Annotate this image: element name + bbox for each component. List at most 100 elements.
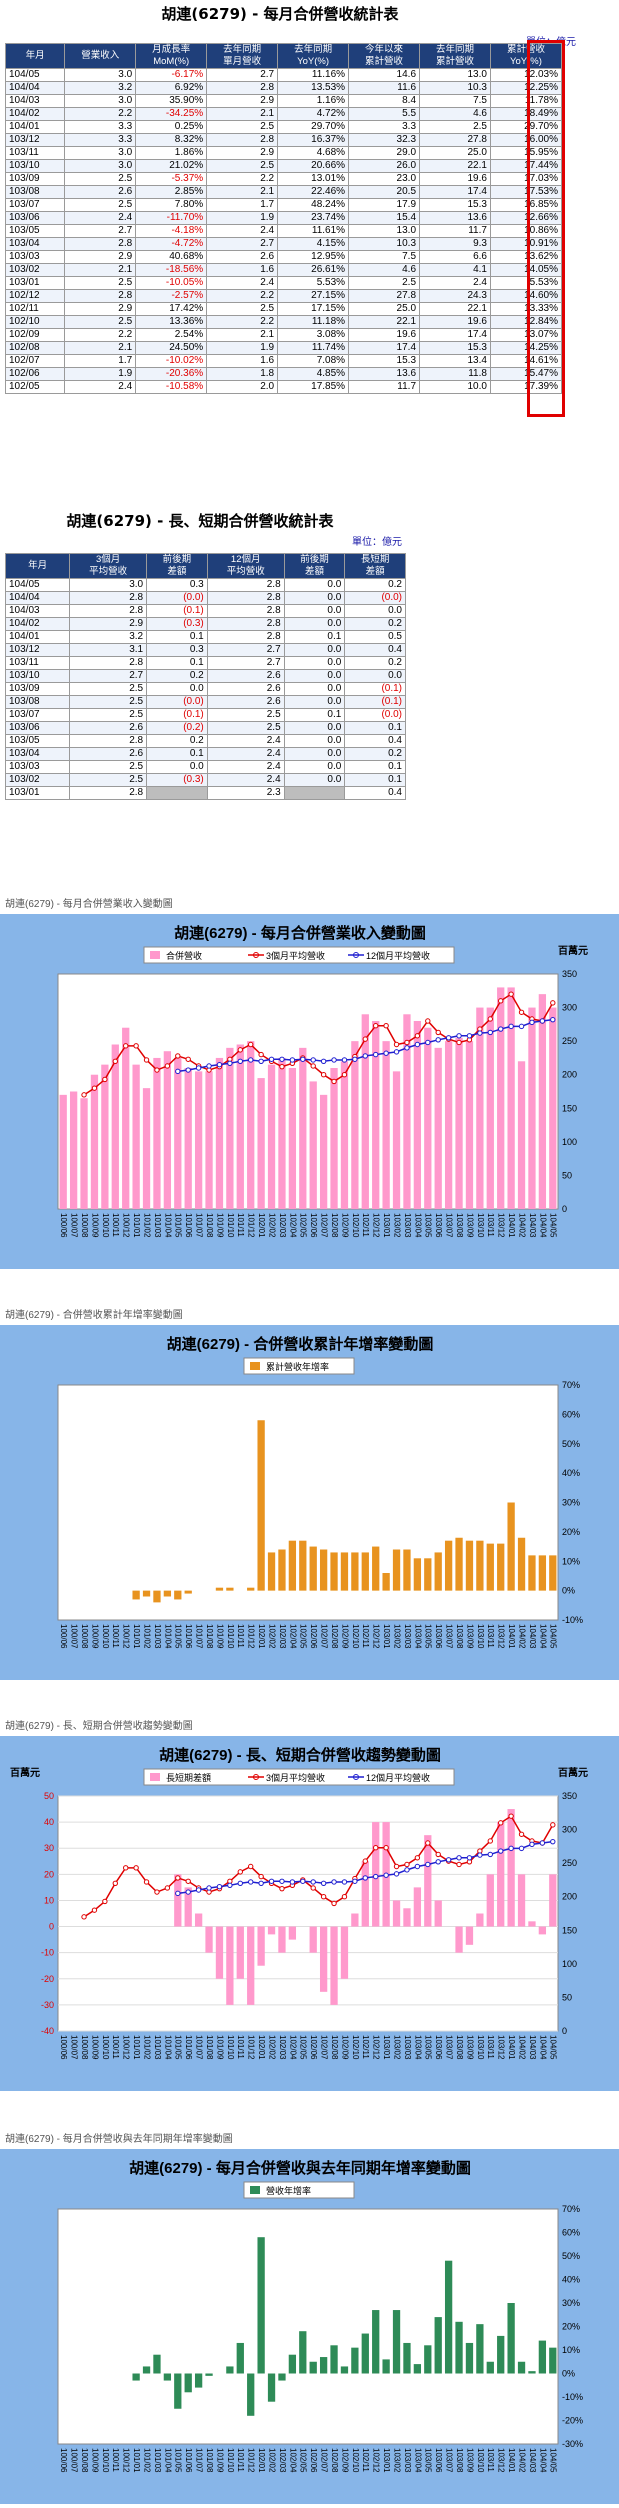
x-tick-label: 102/11 xyxy=(361,2448,370,2472)
legend-label: 累計營收年增率 xyxy=(266,1361,329,1372)
cum-yoy-bar xyxy=(424,1558,432,1591)
yoy-bar xyxy=(132,2373,140,2381)
legend-box xyxy=(143,1768,455,1786)
avg3-line-point xyxy=(91,1085,98,1091)
table-cell: 0.3 xyxy=(146,643,208,657)
x-tick-label: 101/10 xyxy=(226,2035,235,2060)
cum-yoy-bar xyxy=(351,1552,359,1591)
avg12-line-point xyxy=(300,1878,306,1884)
avg3-line-point xyxy=(81,1914,87,1920)
avg3-line-point xyxy=(425,1018,431,1024)
table-cell: 0.2 xyxy=(146,734,208,748)
avg12-line-point xyxy=(508,1845,514,1852)
avg3-line-point xyxy=(185,1878,191,1884)
x-tick-label: 101/04 xyxy=(163,1624,172,1649)
table-cell: 5.5 xyxy=(348,107,421,121)
table-cell: 0.0 xyxy=(283,734,346,748)
avg3-line-point xyxy=(237,1047,243,1053)
cum-yoy-bar xyxy=(413,1558,422,1591)
table-cell: 2.8 xyxy=(206,617,285,631)
table-cell: 7.5 xyxy=(419,94,491,108)
table-cell: 22.1 xyxy=(348,315,421,329)
yoy-bar xyxy=(361,2333,369,2374)
table-cell: 2.9 xyxy=(69,617,148,631)
table-cell: 2.5 xyxy=(69,773,148,787)
revenue-bar xyxy=(247,1041,255,1209)
table-cell: 2.1 xyxy=(206,107,279,121)
x-tick-label: 101/06 xyxy=(184,1624,193,1649)
x-tick-label: 100/09 xyxy=(90,2448,99,2473)
avg12-line-point xyxy=(518,1845,525,1852)
x-tick-label: 103/09 xyxy=(465,2035,474,2060)
table-row: 103/10 3.0 21.02% 2.5 20.66% 26.0 22.1 17.44% xyxy=(4,159,563,173)
diff-bar xyxy=(226,1926,234,2005)
y-tick-label: 50% xyxy=(562,2251,580,2261)
x-tick-label: 101/03 xyxy=(153,1213,162,1238)
y-tick-label: 0% xyxy=(562,1586,575,1596)
cum-yoy-bar xyxy=(215,1587,224,1591)
avg12-line-point xyxy=(373,1051,379,1058)
table-cell: 102/09 xyxy=(4,328,66,342)
plot-area xyxy=(57,2208,559,2445)
unit-label-left: 百萬元 xyxy=(10,1766,40,1779)
table-cell: 2.5 xyxy=(69,760,148,774)
table-cell: 14.6 xyxy=(348,68,421,82)
x-tick-label: 103/04 xyxy=(413,2035,422,2060)
revenue-bar xyxy=(299,1047,307,1209)
table-row: 102/12 2.8 -2.57% 2.2 27.15% 27.8 24.3 14.60% xyxy=(4,289,563,303)
diff-bar xyxy=(476,1913,484,1927)
revenue-bar xyxy=(549,1007,557,1209)
table-cell: 103/10 xyxy=(4,159,66,173)
table-row: 102/09 2.2 2.54% 2.1 3.08% 19.6 17.4 13.07% xyxy=(4,328,563,342)
table-cell: 102/06 xyxy=(4,367,66,381)
table-row: 103/08 2.6 2.85% 2.1 22.46% 20.5 17.4 17.53% xyxy=(4,185,563,199)
x-tick-label: 104/03 xyxy=(528,1213,537,1238)
table-row: 104/05 3.0 0.3 2.8 0.0 0.2 xyxy=(4,578,406,592)
table-cell: 1.7 xyxy=(64,354,137,368)
revenue-bar xyxy=(330,1068,338,1209)
highlight-box xyxy=(527,40,565,417)
diff-bar xyxy=(424,1835,432,1927)
diff-bar xyxy=(413,1887,422,1927)
x-tick-label: 100/09 xyxy=(90,1213,99,1238)
cum-yoy-bar xyxy=(476,1540,484,1591)
yoy-bar xyxy=(247,2373,255,2416)
table-cell: 2.8 xyxy=(69,786,148,800)
chart-title: 胡連(6279) - 每月合併營業收入變動圖 xyxy=(174,924,426,942)
table-cell: 26.0 xyxy=(348,159,421,173)
y-tick-label: 70% xyxy=(562,1380,580,1390)
x-tick-label: 102/10 xyxy=(351,2448,360,2473)
avg12-line-point xyxy=(195,1065,202,1071)
table-cell: 2.7 xyxy=(64,224,137,238)
table-cell: 15.47% xyxy=(489,367,563,381)
avg3-line-point xyxy=(404,1861,410,1868)
table-cell: 103/11 xyxy=(4,146,66,160)
x-tick-label: 103/07 xyxy=(445,1624,454,1649)
table-cell: (0.0) xyxy=(344,591,406,605)
table-cell: 0.1 xyxy=(283,630,346,644)
revenue-bar xyxy=(403,1014,411,1209)
x-tick-label: 102/11 xyxy=(361,1213,370,1237)
yoy-bar xyxy=(372,2310,380,2374)
x-tick-label: 102/07 xyxy=(320,1624,329,1649)
table-cell: 2.5 xyxy=(69,682,148,696)
x-tick-label: 102/08 xyxy=(330,2448,339,2473)
avg12-line-point xyxy=(498,1026,504,1032)
table-cell: 3.0 xyxy=(64,68,137,82)
avg3-line-point xyxy=(550,1822,556,1828)
diff-bar xyxy=(549,1874,557,1927)
table-cell: 3.08% xyxy=(277,328,350,342)
avg12-line-point xyxy=(331,1057,337,1063)
avg3-line-point xyxy=(414,1855,421,1861)
avg12-line-point xyxy=(185,1889,191,1895)
table-row: 103/06 2.6 (0.2) 2.5 0.0 0.1 xyxy=(4,721,406,735)
table-cell: 12.66% xyxy=(489,211,563,225)
revenue-bar xyxy=(382,1041,390,1209)
yoy-bar xyxy=(278,2373,286,2381)
table-cell: (0.1) xyxy=(344,682,406,696)
table-cell: 2.6 xyxy=(69,747,148,761)
avg12-line-point xyxy=(550,1016,556,1023)
x-tick-label: 102/06 xyxy=(309,1624,318,1649)
table-row: 104/01 3.2 0.1 2.8 0.1 0.5 xyxy=(4,630,406,644)
